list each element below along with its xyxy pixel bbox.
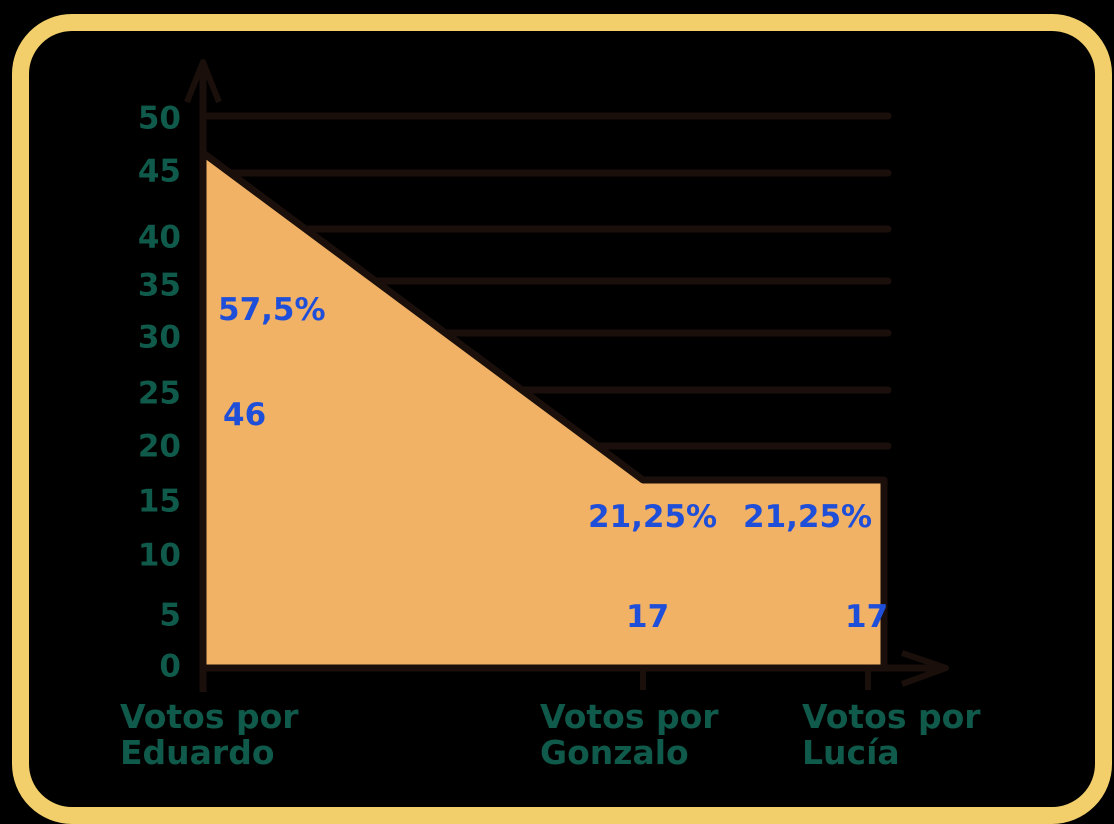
value-label-2: 17 [626, 599, 669, 635]
x-category-label-1-line-1: Votos por [120, 697, 299, 736]
x-category-label-1-line-2: Eduardo [120, 733, 275, 772]
percent-label-2: 21,25% [588, 499, 717, 535]
x-category-label-2-line-2: Gonzalo [540, 733, 689, 772]
percent-label-3: 21,25% [743, 499, 872, 535]
y-tick-label-50: 50 [138, 101, 181, 137]
y-tick-label-15: 15 [138, 484, 181, 520]
x-category-label-2: Votos por Gonzalo [540, 697, 719, 772]
y-axis-arrow [184, 59, 222, 104]
y-tick-label-40: 40 [138, 220, 181, 256]
y-tick-label-10: 10 [138, 538, 181, 574]
x-category-label-3: Votos por Lucía [802, 697, 981, 772]
x-category-label-1: Votos por Eduardo [120, 697, 299, 772]
y-tick-labels: 0 5 10 15 20 25 30 35 40 45 50 [138, 101, 181, 685]
y-tick-label-35: 35 [138, 268, 181, 304]
x-category-label-3-line-1: Votos por [802, 697, 981, 736]
x-category-label-3-line-2: Lucía [802, 733, 900, 772]
x-category-label-2-line-1: Votos por [540, 697, 719, 736]
y-tick-label-0: 0 [159, 649, 181, 685]
axes [184, 59, 949, 692]
y-tick-label-45: 45 [138, 154, 181, 190]
y-tick-label-5: 5 [159, 598, 181, 634]
value-label-1: 46 [223, 397, 266, 433]
percent-label-1: 57,5% [218, 292, 326, 328]
y-tick-label-25: 25 [138, 376, 181, 412]
y-tick-label-30: 30 [138, 320, 181, 356]
data-labels: 57,5% 21,25% 21,25% 46 17 17 [218, 292, 888, 635]
x-axis-arrow [900, 650, 949, 687]
value-label-3: 17 [845, 599, 888, 635]
y-tick-label-20: 20 [138, 429, 181, 465]
